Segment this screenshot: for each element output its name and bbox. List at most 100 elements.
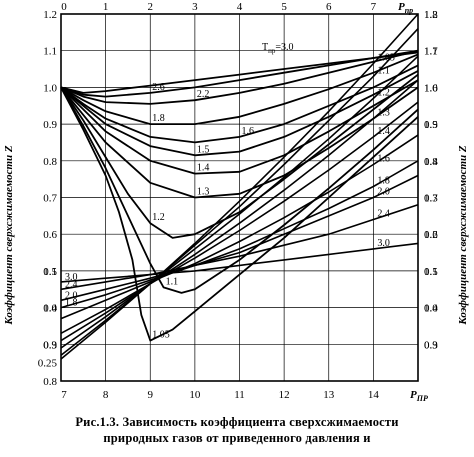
series-top-line	[60, 86, 419, 294]
series-bottom-label: 1.1	[377, 65, 390, 76]
series-bottom-line	[60, 101, 419, 335]
series-bottom-line	[60, 134, 419, 320]
series-bottom-label: 2.0	[377, 187, 390, 198]
y-left-axis-title: Коэффициент сверхсжимаемости Z	[3, 145, 15, 326]
y-left-top-tick-label: 0.6	[43, 229, 57, 241]
x-top-axis-subscript: пр	[405, 6, 413, 15]
y-left-bottom-tick-label: 1.0	[43, 303, 57, 315]
series-top-line	[60, 49, 419, 98]
y-left-top-tick-label: 0.4	[43, 303, 57, 315]
series-top-label: 2.6	[152, 82, 165, 93]
y-right-bottom-tick-label: 1.0	[424, 303, 438, 315]
y-left-top-tick-label: 1.0	[43, 82, 57, 94]
x-bottom-tick-label: 10	[189, 389, 201, 401]
y-left-bottom-tick-label: 0.8	[43, 376, 57, 388]
y-left-bottom-tick-label: 1.1	[43, 266, 57, 278]
series-top-line	[60, 73, 419, 239]
series-top-t-label: Tпр=3.0	[262, 42, 294, 55]
x-bottom-tick-label: 7	[61, 389, 67, 401]
series-bottom-line	[60, 13, 419, 360]
series-top-line	[60, 53, 419, 125]
series-bottom-label: 1.8	[377, 175, 390, 186]
series-top-line	[60, 86, 419, 342]
x-top-tick-label: 6	[326, 1, 332, 13]
series-top-label: 1.05	[152, 330, 170, 341]
series-bottom-label: 1.4	[377, 126, 390, 137]
series-top-label: 1.6	[242, 126, 255, 137]
y-left-top-tick-label: 0.9	[43, 119, 57, 131]
x-top-tick-label: 1	[103, 1, 109, 13]
y-left-bottom-tick-label: 0.9	[43, 339, 57, 351]
series-top-label: 1.8	[152, 113, 165, 124]
series-bottom-label-left: 2.0	[65, 290, 78, 301]
series-top-line	[60, 49, 419, 105]
y-right-top-tick-label: 0.9	[424, 119, 438, 131]
y-left-top-tick-label: 0.5	[43, 266, 57, 278]
series-bottom-label: 3.0	[377, 238, 390, 249]
series-top-label: 1.1	[166, 276, 179, 287]
y-right-top-tick-label: 0.3	[424, 339, 438, 351]
series-top-label: 1.3	[197, 187, 210, 198]
y-right-bottom-tick-label: 1.3	[424, 193, 438, 205]
x-bottom-tick-label: 12	[279, 389, 290, 401]
series-top-line	[60, 64, 419, 144]
series-top-line	[60, 86, 419, 199]
y-right-bottom-tick-label: 0.9	[424, 339, 438, 351]
x-top-axis-title: Pпр	[398, 1, 413, 15]
caption-line-1: Рис.1.3. Зависимость коэффициента сверхс…	[0, 414, 474, 430]
y-right-top-tick-label: 0.5	[424, 266, 438, 278]
series-top-t-subscript: пр	[268, 47, 276, 55]
y-left-top-tick-label: 0.25	[38, 358, 58, 370]
series-top-t-value: =3.0	[275, 42, 293, 53]
series-top-label: 2.2	[197, 89, 210, 100]
y-right-bottom-tick-label: 1.1	[424, 266, 438, 278]
series-top-label: 1.4	[197, 163, 210, 174]
series-bottom-label-left: 2.4	[65, 279, 78, 290]
y-right-top-tick-label: 0.6	[424, 229, 438, 241]
series-bottom-line	[60, 28, 419, 356]
x-bottom-axis-subscript: ПР	[416, 394, 428, 403]
y-right-top-tick-label: 0.7	[424, 193, 438, 205]
y-right-top-tick-label: 1.2	[424, 9, 438, 21]
y-left-top-tick-label: 0.3	[43, 339, 57, 351]
y-right-bottom-tick-label: 1.8	[424, 9, 438, 21]
series-bottom-line	[60, 55, 419, 349]
figure-label: Рис.1.3.	[75, 415, 120, 429]
y-left-top-tick-label: 1.1	[43, 46, 57, 58]
caption-text-1: Зависимость коэффициента сверхсжимаемост…	[122, 415, 399, 429]
x-top-tick-label: 0	[61, 1, 67, 13]
x-bottom-tick-label: 11	[234, 389, 245, 401]
y-left-top-tick-label: 0.7	[43, 193, 57, 205]
y-right-bottom-tick-label: 1.4	[424, 156, 438, 168]
y-left-top-tick-label: 1.2	[43, 9, 57, 21]
series-top-label: 1.2	[152, 212, 165, 223]
series-bottom-line	[60, 160, 419, 309]
series-bottom-label: 1.2	[377, 87, 390, 98]
series-bottom-label: 1.6	[377, 153, 390, 164]
y-right-bottom-tick-label: 1.6	[424, 82, 438, 94]
x-top-tick-label: 7	[371, 1, 377, 13]
series-bottom-label: 2.4	[377, 209, 390, 220]
series-top-line	[60, 70, 419, 157]
series-bottom-label: 1.3	[377, 108, 390, 119]
series-bottom-label-left: 3.0	[65, 272, 78, 283]
y-right-top-tick-label: 0.8	[424, 156, 438, 168]
y-right-bottom-tick-label: 1.5	[424, 119, 438, 131]
y-right-top-tick-label: 0.4	[424, 303, 438, 315]
x-top-tick-label: 2	[148, 1, 154, 13]
series-bottom-label-left: 1.8	[65, 298, 78, 309]
series-top-label: 1.5	[197, 144, 210, 155]
x-bottom-tick-label: 9	[148, 389, 154, 401]
figure-caption: Рис.1.3. Зависимость коэффициента сверхс…	[0, 414, 474, 446]
series-bottom-label: 1.05	[377, 53, 395, 64]
series-bottom-line	[60, 242, 419, 283]
x-top-tick-label: 4	[237, 1, 243, 13]
series-top-line	[60, 51, 419, 94]
x-bottom-tick-label: 14	[368, 389, 380, 401]
series-bottom-line	[60, 174, 419, 302]
x-bottom-tick-label: 8	[103, 389, 109, 401]
y-right-top-tick-label: 1.0	[424, 82, 438, 94]
y-right-bottom-tick-label: 1.2	[424, 229, 438, 241]
caption-line-2: природных газов от приведенного давления…	[103, 431, 371, 445]
